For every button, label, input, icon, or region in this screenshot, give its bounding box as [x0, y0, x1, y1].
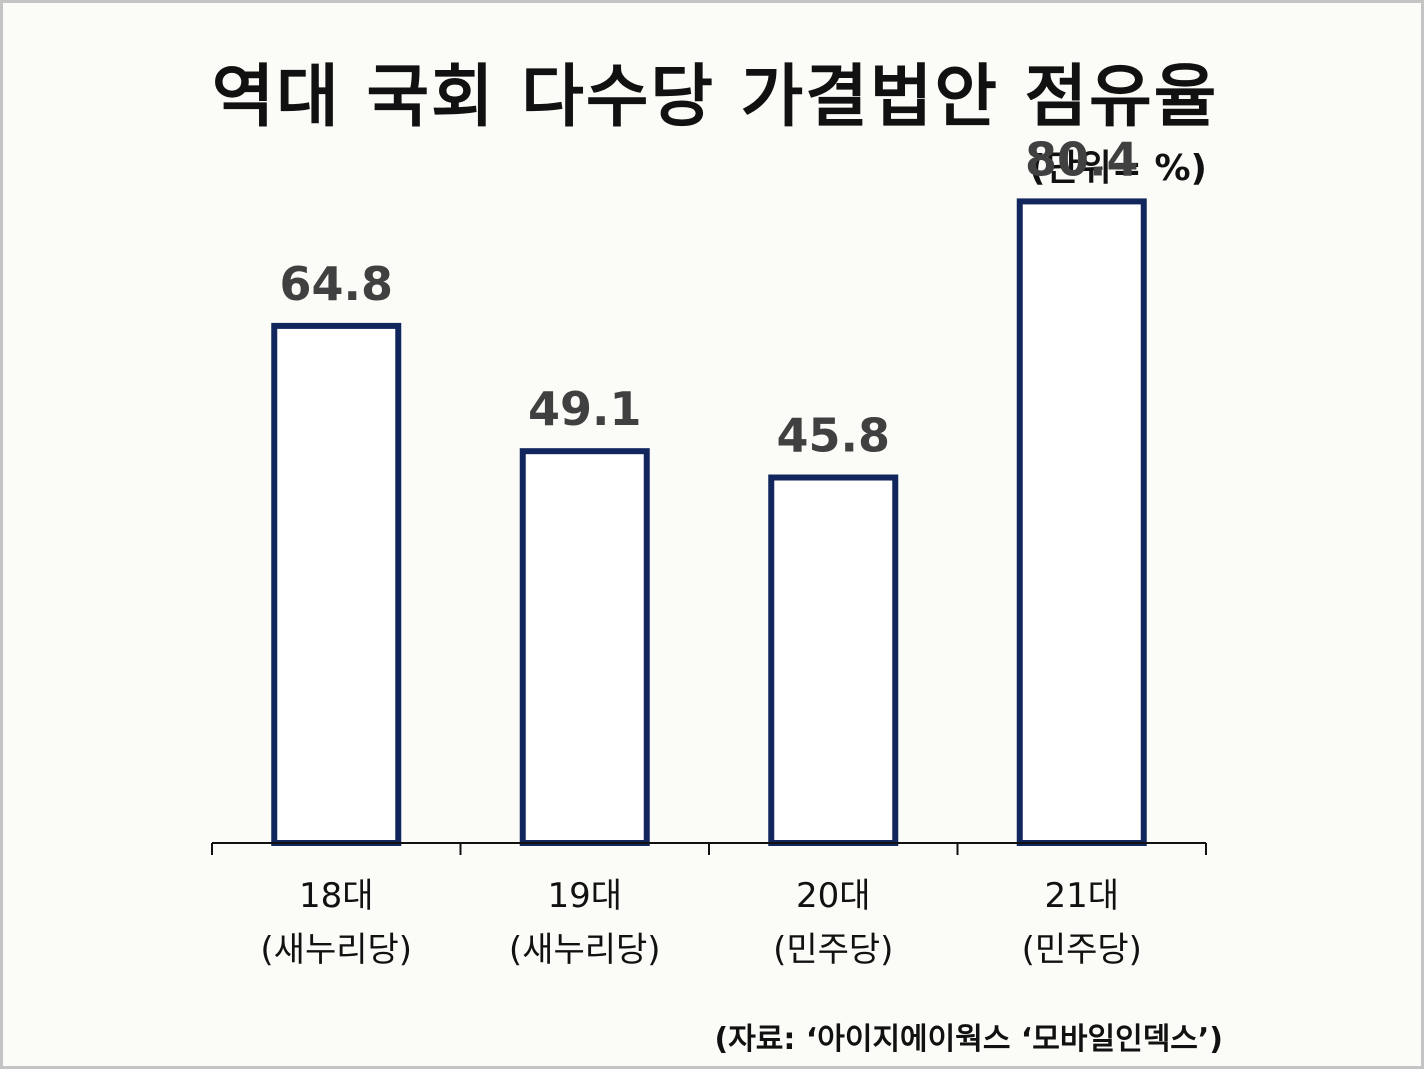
source-note: (자료: ‘아이지에이웍스 ‘모바일인덱스’) — [714, 1022, 1224, 1057]
category-label-1-0: 19대 — [547, 876, 622, 916]
category-label-3-1: (민주당) — [1022, 930, 1142, 970]
category-label-3-0: 21대 — [1044, 876, 1119, 916]
category-label-0-1: (새누리당) — [260, 930, 412, 970]
bar-value-label-0: 64.8 — [280, 257, 394, 311]
chart-title: 역대 국회 다수당 가결법안 점유율 — [211, 58, 1219, 137]
bar-1 — [519, 448, 650, 846]
category-label-2-1: (민주당) — [773, 930, 893, 970]
bar-value-label-2: 45.8 — [777, 409, 891, 463]
category-label-0-0: 18대 — [299, 876, 374, 916]
unit-label: (단위= %) — [1029, 148, 1207, 189]
category-label-2-0: 20대 — [796, 876, 871, 916]
category-label-1-1: (새누리당) — [509, 930, 661, 970]
bar-chart-plot: 64.8 18대 (새누리당) 49.1 19대 (새누리당) 45.8 20대 (민주당) 80… — [211, 132, 1207, 970]
bar-2 — [768, 474, 899, 846]
bar-3 — [1016, 198, 1147, 846]
bar-0 — [271, 322, 402, 846]
bar-value-label-1: 49.1 — [528, 382, 642, 436]
bar-value-label-3: 80.4 — [1025, 132, 1139, 186]
